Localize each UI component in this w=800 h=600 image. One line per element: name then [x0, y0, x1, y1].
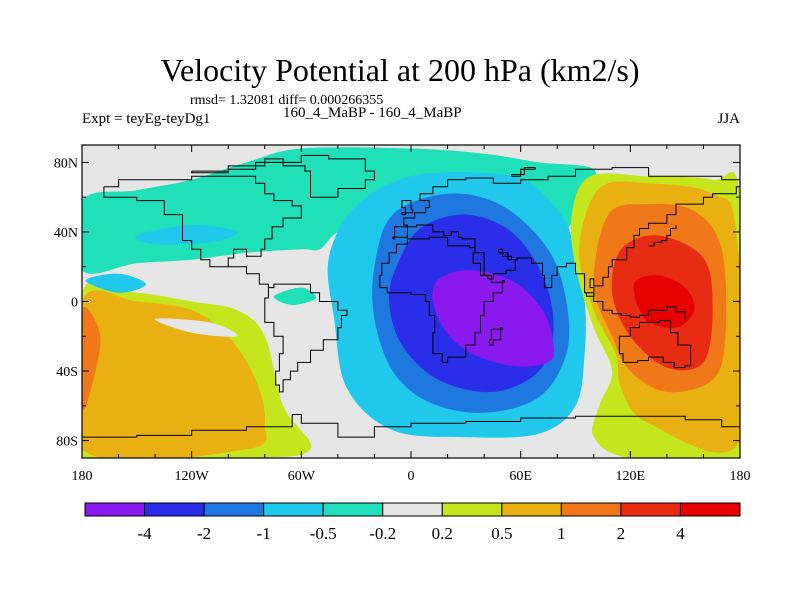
y-tick-label: 0: [71, 296, 78, 311]
x-tick-label: 120E: [616, 469, 646, 484]
chart-title: Velocity Potential at 200 hPa (km2/s): [160, 52, 640, 88]
x-tick-label: 0: [408, 469, 415, 484]
contour-central-negative-core: [432, 270, 555, 367]
coastlines: [82, 154, 740, 438]
contour-secondary-2: [273, 287, 317, 306]
x-tick-label: 180: [730, 469, 751, 484]
coastline-12: [511, 167, 536, 177]
coastline-9: [401, 200, 414, 216]
coastline-7: [584, 292, 686, 319]
contour-secondary-0: [135, 224, 238, 245]
coastline-10: [489, 327, 503, 346]
center-label: 160_4_MaBP - 160_4_MaBP: [283, 105, 462, 121]
y-tick-label: 40S: [56, 365, 78, 380]
x-tick-label: 180: [72, 469, 93, 484]
contour-secondary-3: [154, 318, 238, 337]
coastline-2: [282, 154, 375, 198]
coastline-0: [103, 175, 302, 268]
x-tick-label: 60E: [509, 469, 532, 484]
coastline-1: [228, 266, 348, 393]
coastline-8: [648, 225, 677, 247]
experiment-label: Expt = teyEg-teyDg1: [82, 111, 211, 127]
x-tick-label: 120W: [175, 469, 210, 484]
coastline-4: [392, 167, 740, 297]
coastline-5: [618, 320, 692, 369]
x-tick-label: 60W: [288, 469, 316, 484]
contour-secondary-1: [85, 273, 146, 293]
coastline-6: [82, 414, 740, 438]
y-tick-label: 80N: [54, 156, 78, 171]
coastline-3: [379, 236, 505, 363]
contour-west-positive-moderate: [82, 307, 101, 411]
y-tick-label: 80S: [56, 435, 78, 450]
field-layer: [82, 145, 740, 458]
y-tick-label: 40N: [54, 226, 78, 241]
season-label: JJA: [717, 111, 740, 127]
stats-text: rmsd= 1.32081 diff= 0.000266355: [190, 93, 384, 108]
coastline-11: [191, 158, 284, 174]
